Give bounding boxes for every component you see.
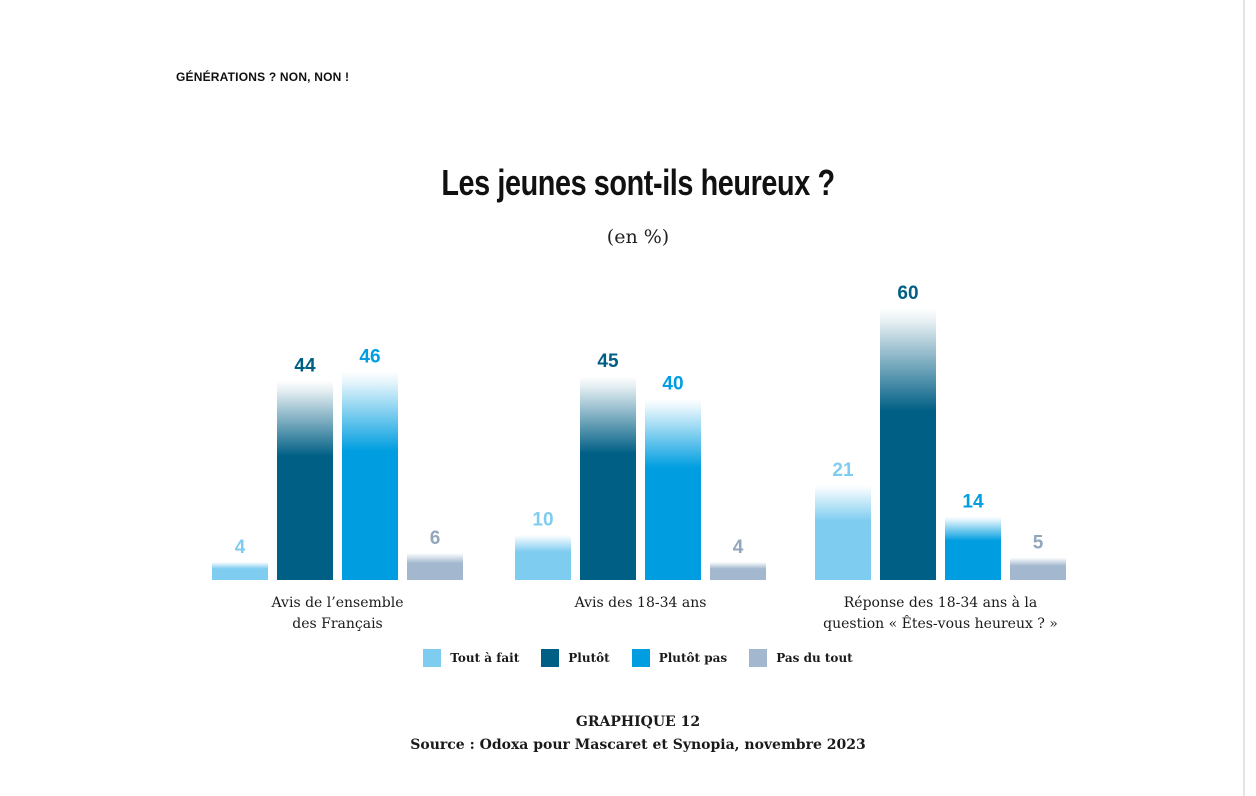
legend-label: Plutôt	[568, 651, 610, 665]
value-label-3-1: 21	[832, 460, 854, 481]
legend: Tout à fait Plutôt Plutôt pas Pas du tout	[0, 649, 1256, 667]
value-label-2-1: 10	[532, 510, 553, 531]
category-label-1: Avis de l’ensemble des Français	[271, 595, 404, 632]
bar-2-2	[580, 376, 636, 580]
value-label-3-2: 60	[897, 283, 918, 304]
bar-1-1	[212, 561, 268, 580]
value-label-1-4: 6	[430, 528, 441, 549]
bar-3-2	[880, 308, 936, 580]
bar-3-4	[1010, 557, 1066, 580]
running-head: GÉNÉRATIONS ? NON, NON !	[176, 70, 350, 84]
bars-layer	[212, 308, 1066, 580]
legend-label: Pas du tout	[776, 651, 853, 665]
page-edge-rule	[1243, 0, 1245, 796]
bar-2-4	[710, 561, 766, 580]
figure-number: GRAPHIQUE 12	[575, 714, 701, 730]
legend-item-3: Plutôt pas	[631, 649, 728, 667]
legend-swatch	[749, 649, 768, 667]
bar-1-4	[407, 552, 463, 580]
bar-3-1	[815, 484, 871, 580]
legend-item-4: Pas du tout	[749, 649, 853, 667]
value-label-1-3: 46	[359, 346, 380, 367]
legend-label: Plutôt pas	[658, 651, 728, 665]
value-label-1-1: 4	[235, 537, 246, 558]
bar-2-3	[645, 398, 701, 580]
category-label-3: Réponse des 18-34 ans à la question « Ête…	[823, 594, 1058, 632]
value-label-2-4: 4	[733, 537, 744, 558]
legend-item-1: Tout à fait	[423, 649, 519, 667]
value-label-2-3: 40	[662, 374, 683, 395]
chart-subtitle: (en %)	[606, 226, 670, 248]
chart-title: Les jeunes sont-ils heureux ?	[441, 162, 835, 203]
value-label-3-4: 5	[1033, 532, 1044, 553]
value-label-3-3: 14	[962, 492, 984, 513]
value-label-1-2: 44	[294, 356, 316, 377]
legend-swatch	[423, 649, 442, 667]
bar-1-2	[277, 380, 333, 580]
bar-1-3	[342, 371, 398, 580]
bar-2-1	[515, 534, 571, 580]
category-labels-layer: Avis de l’ensemble des Français Avis des 1…	[271, 594, 1058, 632]
bar-3-3	[945, 516, 1001, 580]
value-label-2-2: 45	[597, 351, 619, 372]
category-label-2: Avis des 18-34 ans	[574, 595, 707, 611]
legend-swatch	[541, 649, 560, 667]
legend-swatch	[631, 649, 650, 667]
source-note: Source : Odoxa pour Mascaret et Synopia,…	[410, 737, 866, 753]
legend-item-2: Plutôt	[541, 649, 610, 667]
legend-label: Tout à fait	[450, 651, 520, 665]
